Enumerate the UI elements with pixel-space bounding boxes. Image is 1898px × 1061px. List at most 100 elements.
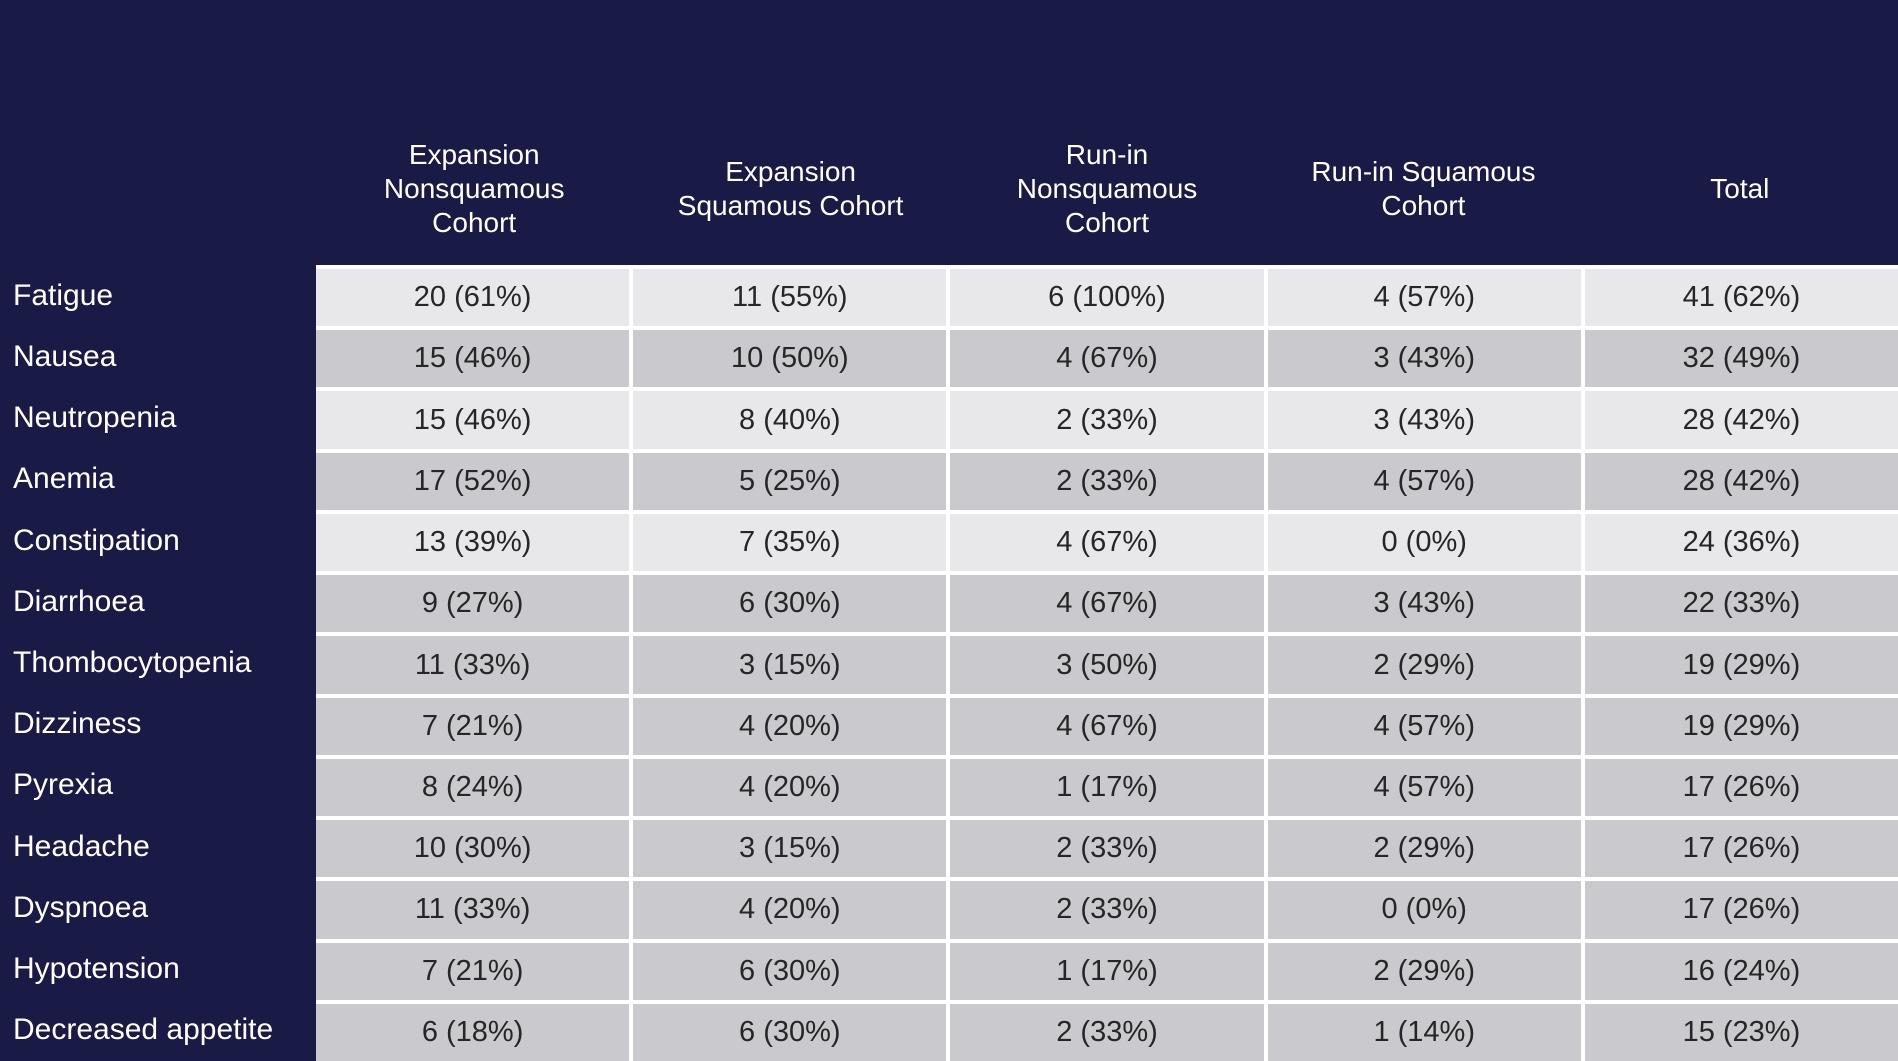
data-cell: 6 (100%): [946, 265, 1264, 327]
data-cell: 0 (0%): [1263, 509, 1581, 572]
data-cell: 4 (20%): [629, 754, 947, 817]
data-cell: 13 (39%): [316, 509, 630, 572]
adverse-event-row: Decreased appetite 6 (18%) 6 (30%) 2 (33%) 1…: [0, 999, 1898, 1061]
data-cell: 4 (57%): [1263, 693, 1581, 755]
adverse-event-row: Neutropenia 15 (46%) 8 (40%) 2 (33%) 3 (43%)…: [0, 387, 1898, 449]
data-cell: 32 (49%): [1580, 326, 1898, 388]
data-cell: 0 (0%): [1263, 877, 1581, 939]
row-label: Pyrexia: [13, 768, 114, 802]
adverse-event-row: Diarrhoea 9 (27%) 6 (30%) 4 (67%) 3 (43%) 22 …: [0, 571, 1898, 633]
data-cell: 1 (14%): [1263, 999, 1581, 1061]
data-cell: 15 (46%): [316, 387, 630, 449]
data-cell: 3 (15%): [629, 632, 947, 694]
data-cell: 17 (26%): [1580, 816, 1898, 878]
data-cell: 6 (30%): [629, 571, 947, 633]
data-cell: 24 (36%): [1580, 509, 1898, 572]
adverse-event-row: Dyspnoea 11 (33%) 4 (20%) 2 (33%) 0 (0%) 17 (…: [0, 877, 1898, 939]
data-cell: 2 (33%): [946, 877, 1264, 939]
column-header-expansion-squamous: Expansion Squamous Cohort: [677, 155, 904, 221]
adverse-event-row: Headache 10 (30%) 3 (15%) 2 (33%) 2 (29%) 17 …: [0, 816, 1898, 878]
data-cell: 2 (33%): [946, 387, 1264, 449]
data-cell: 28 (42%): [1580, 387, 1898, 449]
data-cell: 7 (35%): [629, 509, 947, 572]
adverse-event-row: Fatigue 20 (61%) 11 (55%) 6 (100%) 4 (57%) 41…: [0, 265, 1898, 327]
adverse-event-row: Pyrexia 8 (24%) 4 (20%) 1 (17%) 4 (57%) 17 (2…: [0, 754, 1898, 817]
data-cell: 10 (50%): [629, 326, 947, 388]
data-cell: 11 (55%): [629, 265, 947, 327]
data-cell: 2 (29%): [1263, 816, 1581, 878]
data-cell: 3 (50%): [946, 632, 1264, 694]
row-label: Thombocytopenia: [13, 646, 252, 680]
data-cell: 6 (30%): [629, 999, 947, 1061]
adverse-event-row: Hypotension 7 (21%) 6 (30%) 1 (17%) 2 (29%) 1…: [0, 938, 1898, 1000]
data-cell: 19 (29%): [1580, 632, 1898, 694]
data-cell: 7 (21%): [316, 938, 630, 1000]
data-cell: 2 (33%): [946, 816, 1264, 878]
data-cell: 4 (67%): [946, 571, 1264, 633]
row-label: Constipation: [13, 523, 180, 557]
data-cell: 28 (42%): [1580, 448, 1898, 510]
row-label: Diarrhoea: [13, 584, 145, 618]
row-label: Headache: [13, 829, 150, 863]
data-cell: 4 (67%): [946, 693, 1264, 755]
data-cell: 4 (57%): [1263, 265, 1581, 327]
data-cell: 9 (27%): [316, 571, 630, 633]
data-cell: 4 (57%): [1263, 754, 1581, 817]
data-cell: 11 (33%): [316, 632, 630, 694]
column-header-total: Total: [1710, 172, 1770, 204]
data-cell: 17 (26%): [1580, 754, 1898, 817]
row-label: Nausea: [13, 339, 117, 373]
adverse-event-row: Thombocytopenia 11 (33%) 3 (15%) 3 (50%) 2 (…: [0, 632, 1898, 694]
data-cell: 15 (23%): [1580, 999, 1898, 1061]
data-cell: 2 (33%): [946, 999, 1264, 1061]
data-cell: 2 (29%): [1263, 632, 1581, 694]
row-label: Dyspnoea: [13, 890, 149, 924]
data-cell: 3 (43%): [1263, 326, 1581, 388]
data-cell: 4 (20%): [629, 877, 947, 939]
data-cell: 16 (24%): [1580, 938, 1898, 1000]
header-spacer: [0, 0, 316, 265]
data-cell: 7 (21%): [316, 693, 630, 755]
data-cell: 1 (17%): [946, 754, 1264, 817]
row-label: Dizziness: [13, 707, 142, 741]
row-label: Neutropenia: [13, 401, 177, 435]
adverse-event-row: Nausea 15 (46%) 10 (50%) 4 (67%) 3 (43%) 32 (…: [0, 326, 1898, 388]
data-cell: 6 (30%): [629, 938, 947, 1000]
data-cell: 8 (40%): [629, 387, 947, 449]
column-header-runin-nonsquamous: Run-in Nonsquamous Cohort: [1016, 138, 1198, 238]
adverse-event-row: Dizziness 7 (21%) 4 (20%) 4 (67%) 4 (57%) 19 …: [0, 693, 1898, 755]
row-label: Fatigue: [13, 278, 114, 312]
data-cell: 8 (24%): [316, 754, 630, 817]
column-header-runin-squamous: Run-in Squamous Cohort: [1311, 155, 1536, 221]
data-cell: 1 (17%): [946, 938, 1264, 1000]
data-cell: 15 (46%): [316, 326, 630, 388]
row-label: Anemia: [13, 462, 115, 496]
data-cell: 17 (26%): [1580, 877, 1898, 939]
column-header-expansion-nonsquamous: Expansion Nonsquamous Cohort: [383, 138, 565, 238]
data-cell: 10 (30%): [316, 816, 630, 878]
data-cell: 4 (67%): [946, 326, 1264, 388]
data-cell: 3 (43%): [1263, 571, 1581, 633]
table-header-row: Expansion Nonsquamous Cohort Expansion S…: [0, 0, 1898, 265]
data-cell: 3 (43%): [1263, 387, 1581, 449]
data-cell: 6 (18%): [316, 999, 630, 1061]
data-cell: 20 (61%): [316, 265, 630, 327]
data-cell: 22 (33%): [1580, 571, 1898, 633]
adverse-event-row: Anemia 17 (52%) 5 (25%) 2 (33%) 4 (57%) 28 (4…: [0, 448, 1898, 510]
data-cell: 41 (62%): [1580, 265, 1898, 327]
row-label: Hypotension: [13, 952, 180, 986]
data-cell: 19 (29%): [1580, 693, 1898, 755]
data-cell: 2 (33%): [946, 448, 1264, 510]
row-label: Decreased appetite: [13, 1013, 274, 1047]
data-cell: 4 (20%): [629, 693, 947, 755]
data-cell: 3 (15%): [629, 816, 947, 878]
data-cell: 17 (52%): [316, 448, 630, 510]
data-cell: 4 (57%): [1263, 448, 1581, 510]
table-body: Fatigue 20 (61%) 11 (55%) 6 (100%) 4 (57%) 41…: [0, 265, 1898, 1061]
data-cell: 11 (33%): [316, 877, 630, 939]
data-cell: 5 (25%): [629, 448, 947, 510]
data-cell: 4 (67%): [946, 509, 1264, 572]
adverse-event-row: Constipation 13 (39%) 7 (35%) 4 (67%) 0 (0%)…: [0, 509, 1898, 572]
data-cell: 2 (29%): [1263, 938, 1581, 1000]
